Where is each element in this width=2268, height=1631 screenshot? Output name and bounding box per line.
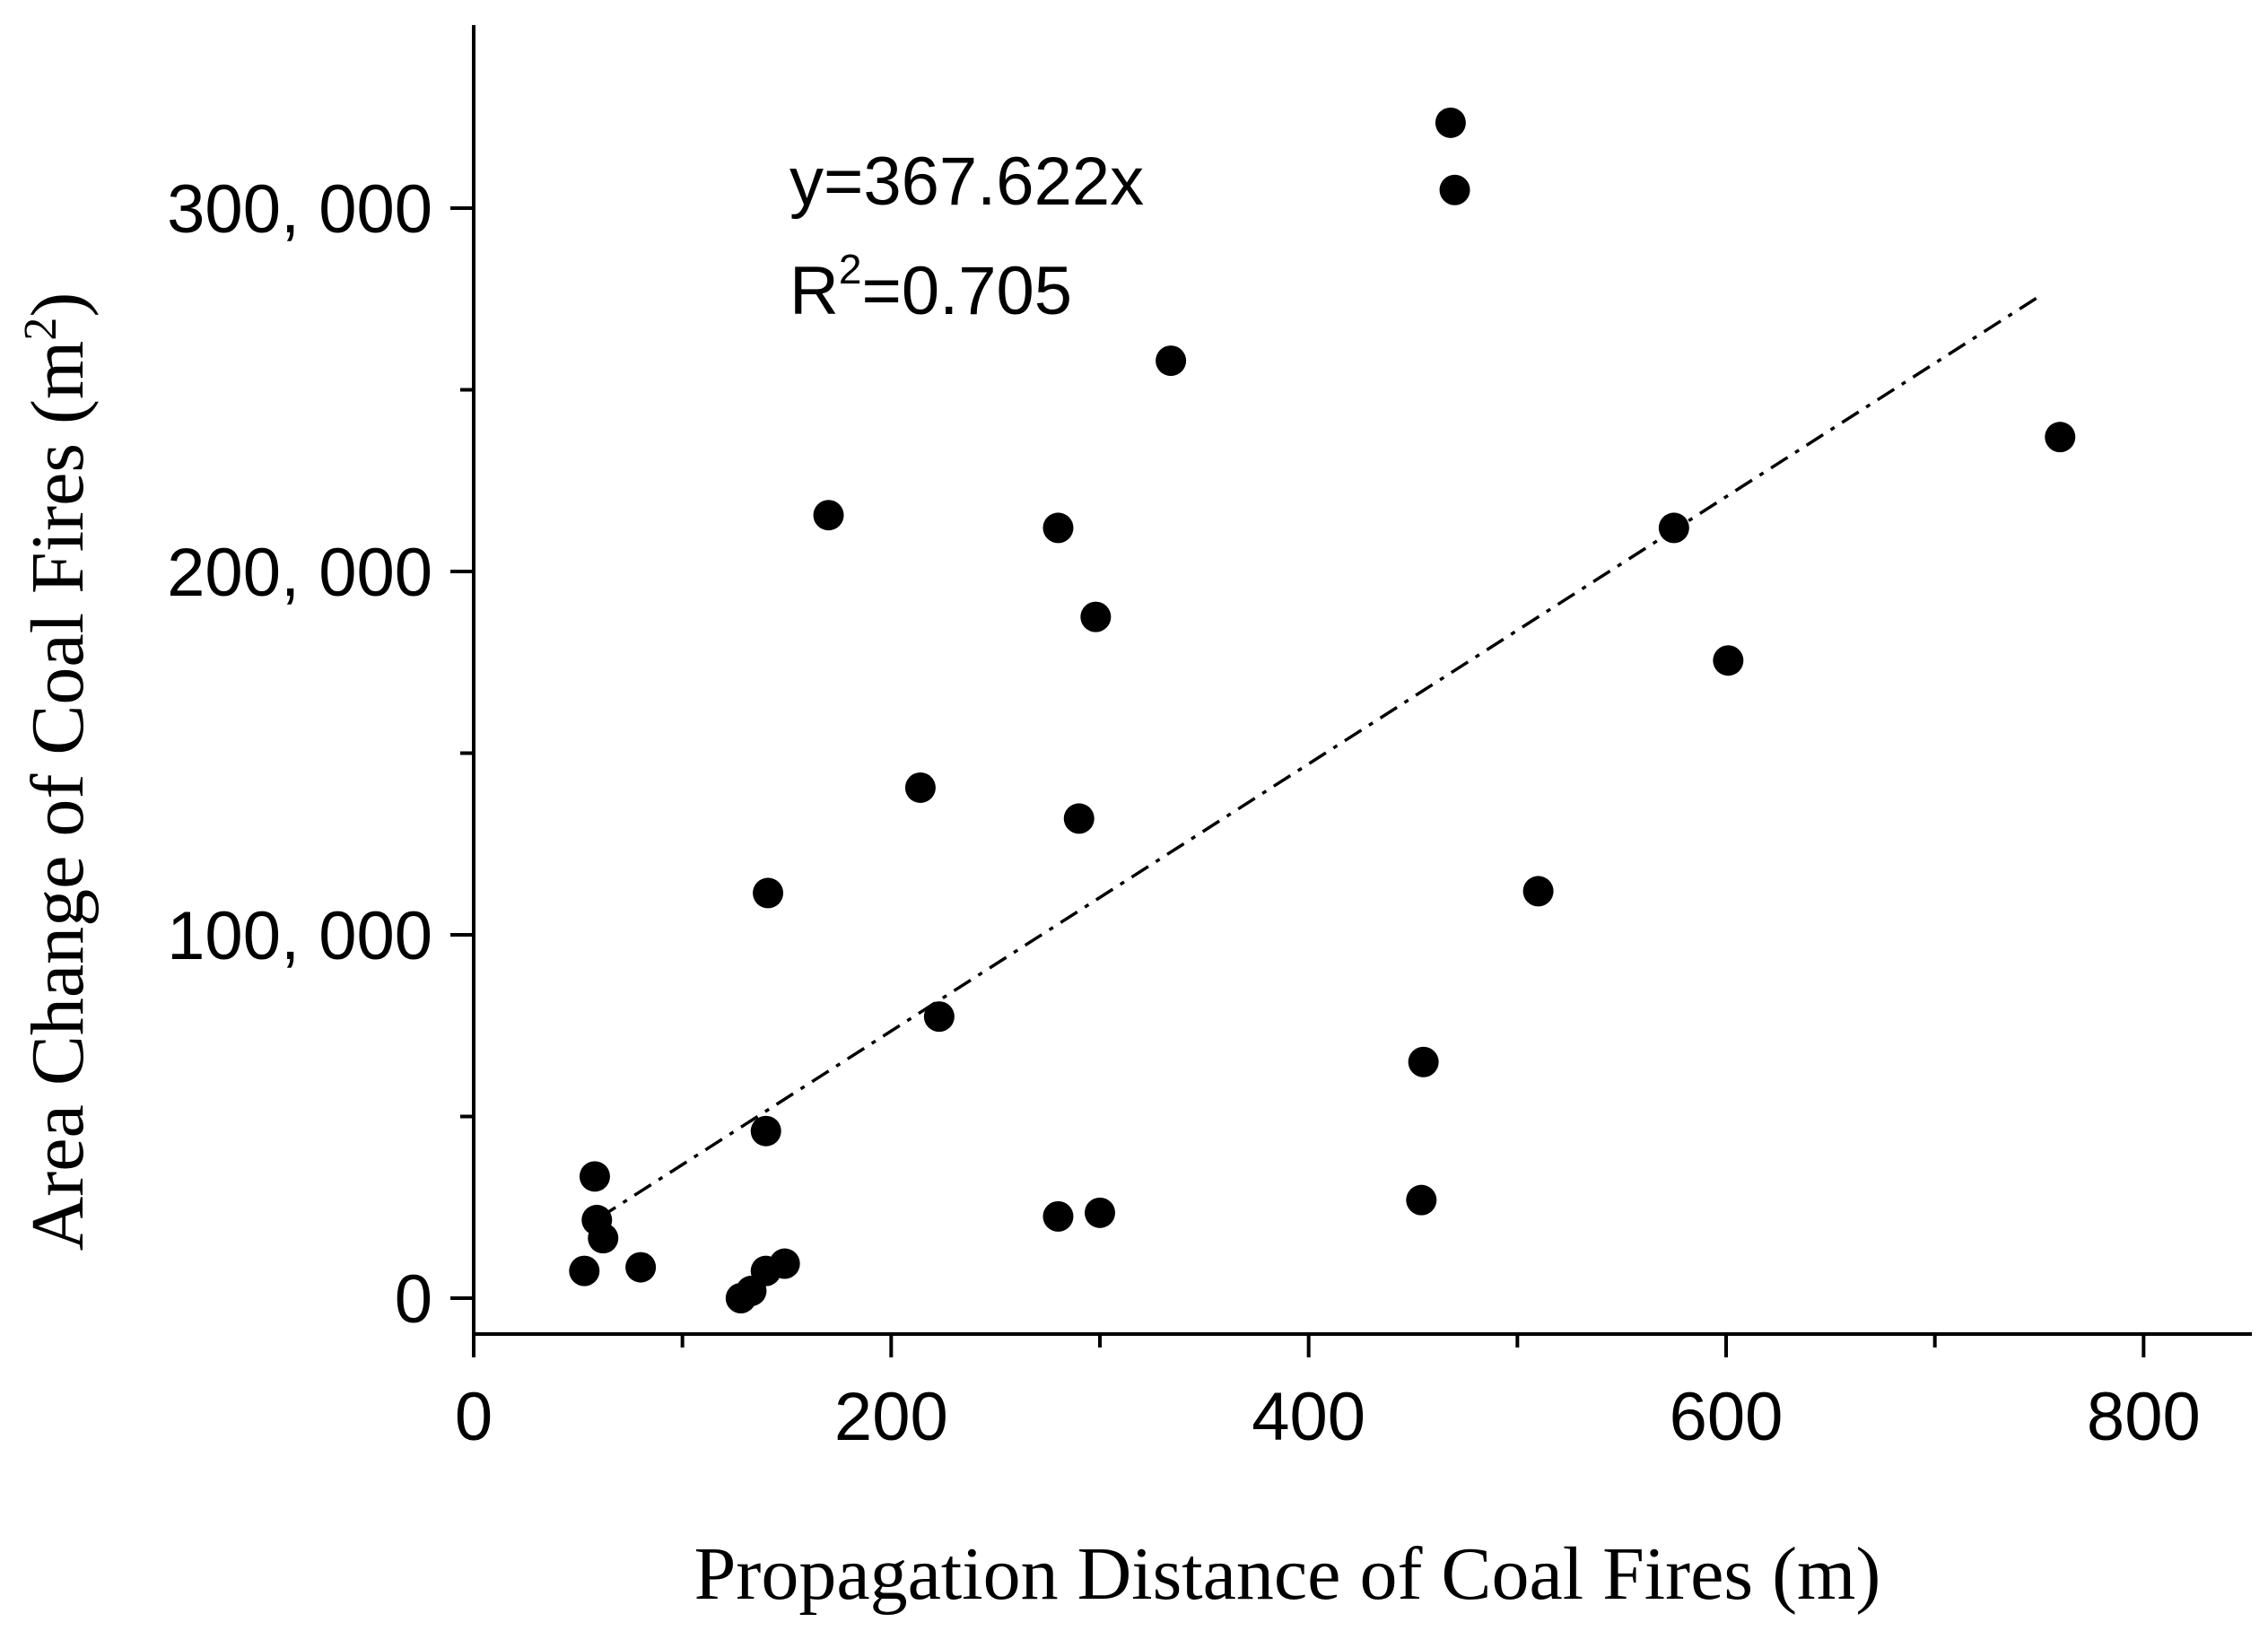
y-tick-label: 200, 000 [167, 535, 432, 611]
data-point [1156, 345, 1187, 377]
y-axis-title-end: ) [16, 292, 100, 318]
r-squared-annotation: R2=0.705 [789, 246, 1072, 329]
data-point [813, 500, 844, 531]
y-axis-title: Area Change of Coal Fires (m2) [15, 292, 100, 1252]
data-point [625, 1252, 657, 1283]
data-point [923, 1001, 955, 1033]
data-point [1042, 512, 1074, 544]
data-point [2045, 422, 2076, 453]
y-axis-title-superscript: 2 [15, 318, 66, 341]
r-squared-superscript: 2 [839, 246, 862, 292]
data-point [1085, 1197, 1115, 1228]
data-point [1658, 512, 1689, 544]
fit-line-group [598, 292, 2045, 1220]
data-point [1406, 1184, 1437, 1216]
x-axis-title: Propagation Distance of Coal Fires (m) [694, 1532, 1881, 1616]
data-point [753, 877, 784, 909]
data-point [588, 1223, 619, 1254]
data-point [1080, 601, 1112, 632]
tick-labels-group: 0 200 400 600 800 0 100, 000 200, 000 300, 000 [167, 171, 2201, 1455]
data-point [1435, 107, 1466, 138]
data-point [1522, 876, 1554, 907]
fit-equation: y=367.622x [789, 144, 1144, 220]
axes [472, 25, 2252, 1336]
x-tick-label: 400 [1252, 1379, 1365, 1455]
data-point [1042, 1200, 1074, 1232]
data-point [1063, 803, 1095, 834]
y-tick-label: 300, 000 [167, 171, 432, 248]
x-tick-label: 200 [834, 1379, 948, 1455]
r-squared-letter: R [789, 253, 839, 329]
y-tick-label: 100, 000 [167, 898, 432, 974]
data-point [904, 772, 936, 803]
data-point [769, 1248, 800, 1279]
data-point [750, 1115, 781, 1147]
r-squared-value: =0.705 [861, 253, 1072, 329]
data-point [579, 1161, 610, 1192]
x-tick-label: 0 [455, 1379, 493, 1455]
linear-fit-line [598, 292, 2045, 1220]
x-tick-label: 800 [2087, 1379, 2201, 1455]
y-axis-title-main: Area Change of Coal Fires (m [16, 341, 100, 1252]
data-point [1713, 645, 1744, 676]
data-point [1439, 174, 1470, 205]
y-tick-label: 0 [395, 1261, 432, 1338]
x-tick-label: 600 [1670, 1379, 1784, 1455]
data-point [569, 1255, 600, 1286]
data-points-group [569, 107, 2076, 1313]
ticks-group [450, 206, 2146, 1357]
data-point [1408, 1046, 1439, 1077]
